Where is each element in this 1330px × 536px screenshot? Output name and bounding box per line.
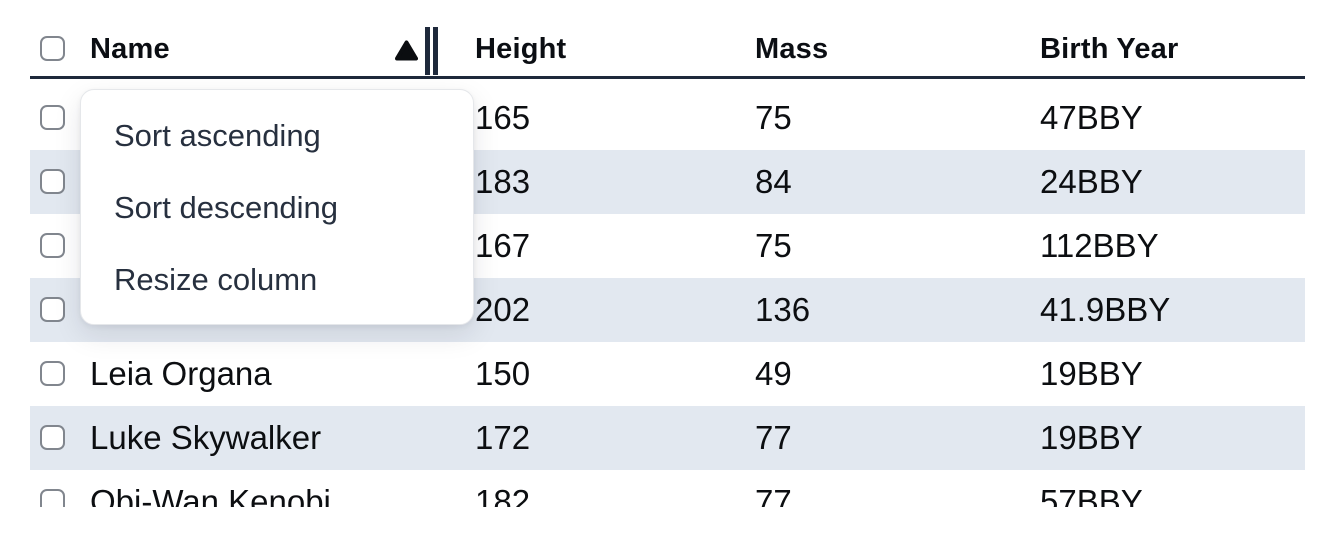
birth-year-cell: 24BBY [1040,163,1143,200]
row-checkbox[interactable] [40,361,65,386]
mass-cell: 75 [755,99,792,136]
row-checkbox[interactable] [40,233,65,258]
row-checkbox[interactable] [40,105,65,130]
column-header-name[interactable]: Name [90,33,170,65]
column-header-mass[interactable]: Mass [755,33,829,65]
mass-cell: 77 [755,483,792,507]
height-cell: 167 [475,227,531,264]
height-cell: 202 [475,291,531,328]
menu-item-sort-ascending[interactable]: Sort ascending [114,118,321,153]
column-header-birth-year[interactable]: Birth Year [1040,33,1179,65]
menu-item-sort-descending[interactable]: Sort descending [114,190,339,225]
birth-year-cell: 47BBY [1040,99,1143,136]
select-all-checkbox[interactable] [40,36,65,61]
name-cell: Luke Skywalker [90,419,322,456]
table-row: 167 75 112BBY [30,214,1305,278]
sort-ascending-icon [395,40,418,61]
name-cell: Leia Organa [90,355,272,392]
table-row: 165 75 47BBY [30,86,1305,150]
mass-cell: 49 [755,355,792,392]
resize-bar [425,27,430,75]
table-row: Obi-Wan Kenobi 182 77 57BBY [30,470,1305,507]
height-cell: 165 [475,99,531,136]
table-row: Luke Skywalker 172 77 19BBY [30,406,1305,470]
height-cell: 182 [475,483,531,507]
mass-cell: 75 [755,227,792,264]
resize-bar [433,27,438,75]
mass-cell: 136 [755,291,811,328]
row-checkbox[interactable] [40,169,65,194]
height-cell: 172 [475,419,531,456]
birth-year-cell: 19BBY [1040,355,1143,392]
row-checkbox[interactable] [40,425,65,450]
mass-cell: 77 [755,419,792,456]
name-cell: Obi-Wan Kenobi [90,483,331,507]
birth-year-cell: 19BBY [1040,419,1143,456]
height-cell: 183 [475,163,531,200]
row-checkbox[interactable] [40,489,65,507]
mass-cell: 84 [755,163,792,200]
table-header-row: Name Height Mass Birth Year [30,0,1305,79]
table-row: Leia Organa 150 49 19BBY [30,342,1305,406]
column-resize-handle[interactable] [425,27,438,75]
birth-year-cell: 57BBY [1040,483,1143,507]
birth-year-cell: 41.9BBY [1040,291,1171,328]
menu-item-resize-column[interactable]: Resize column [114,262,318,297]
height-cell: 150 [475,355,531,392]
birth-year-cell: 112BBY [1040,227,1159,264]
row-checkbox[interactable] [40,297,65,322]
column-header-height[interactable]: Height [475,33,567,65]
column-context-menu: Sort ascending Sort descending Resize co… [80,89,474,325]
